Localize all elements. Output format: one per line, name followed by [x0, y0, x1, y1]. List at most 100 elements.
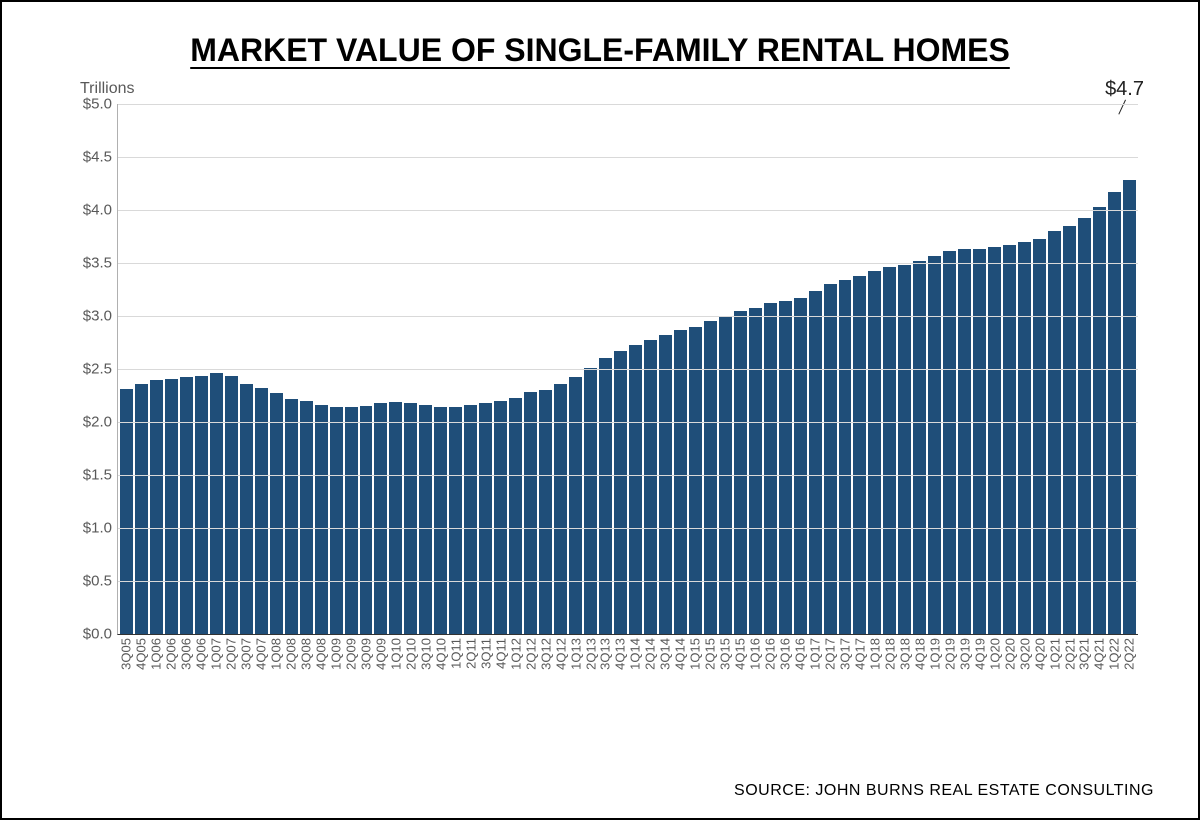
x-tick-label: 3Q19 — [958, 634, 971, 648]
x-tick-label: 1Q19 — [928, 634, 941, 648]
bar — [734, 311, 747, 634]
bar — [464, 405, 477, 634]
x-tick-label: 2Q21 — [1063, 634, 1076, 648]
x-tick-label: 2Q08 — [285, 634, 298, 648]
bar — [1078, 218, 1091, 634]
bar — [868, 271, 881, 634]
y-tick-label: $2.5 — [83, 361, 118, 378]
x-tick-label: 4Q10 — [434, 634, 447, 648]
bar — [404, 403, 417, 634]
x-tick-label: 3Q10 — [419, 634, 432, 648]
bar — [449, 407, 462, 634]
bar — [1108, 192, 1121, 634]
x-tick-label: 3Q15 — [719, 634, 732, 648]
bar — [883, 267, 896, 634]
gridline — [118, 369, 1138, 370]
gridline — [118, 157, 1138, 158]
x-tick-label: 4Q05 — [135, 634, 148, 648]
chart-frame: MARKET VALUE OF SINGLE-FAMILY RENTAL HOM… — [0, 0, 1200, 820]
chart-title: MARKET VALUE OF SINGLE-FAMILY RENTAL HOM… — [42, 32, 1158, 69]
x-tick-label: 2Q16 — [764, 634, 777, 648]
x-tick-label: 1Q12 — [509, 634, 522, 648]
bar — [360, 406, 373, 634]
bar — [569, 377, 582, 634]
x-tick-label: 4Q13 — [614, 634, 627, 648]
x-tick-label: 4Q09 — [374, 634, 387, 648]
x-tick-label: 2Q17 — [824, 634, 837, 648]
x-tick-label: 2Q12 — [524, 634, 537, 648]
x-tick-label: 2Q07 — [225, 634, 238, 648]
bar — [195, 376, 208, 634]
bar — [210, 373, 223, 634]
x-tick-label: 3Q05 — [120, 634, 133, 648]
y-tick-label: $3.0 — [83, 308, 118, 325]
x-tick-label: 1Q15 — [689, 634, 702, 648]
bar — [285, 399, 298, 634]
x-tick-label: 1Q10 — [389, 634, 402, 648]
bar — [973, 249, 986, 634]
bar — [509, 398, 522, 634]
x-tick-label: 1Q21 — [1048, 634, 1061, 648]
bar — [584, 368, 597, 634]
x-tick-label: 3Q09 — [360, 634, 373, 648]
x-tick-label: 2Q19 — [943, 634, 956, 648]
x-tick-label: 3Q20 — [1018, 634, 1031, 648]
x-tick-label: 4Q08 — [315, 634, 328, 648]
y-tick-label: $4.0 — [83, 202, 118, 219]
x-tick-label: 2Q06 — [165, 634, 178, 648]
y-tick-label: $1.0 — [83, 520, 118, 537]
bar — [389, 402, 402, 634]
bar — [494, 401, 507, 634]
bar — [374, 403, 387, 634]
x-tick-label: 4Q17 — [853, 634, 866, 648]
bar — [165, 379, 178, 634]
x-tick-label: 4Q20 — [1033, 634, 1046, 648]
x-tick-label: 2Q10 — [404, 634, 417, 648]
source-attribution: SOURCE: JOHN BURNS REAL ESTATE CONSULTIN… — [734, 782, 1154, 800]
x-tick-label: 2Q20 — [1003, 634, 1016, 648]
x-tick-label: 1Q07 — [210, 634, 223, 648]
bar — [689, 327, 702, 634]
bar — [255, 388, 268, 634]
gridline — [118, 263, 1138, 264]
x-tick-label: 3Q18 — [898, 634, 911, 648]
x-tick-label: 4Q16 — [794, 634, 807, 648]
bar — [1033, 239, 1046, 634]
x-tick-label: 1Q08 — [270, 634, 283, 648]
bar — [599, 358, 612, 634]
x-tick-label: 1Q09 — [330, 634, 343, 648]
x-tick-label: 3Q06 — [180, 634, 193, 648]
plot-area: 3Q054Q051Q062Q063Q064Q061Q072Q073Q074Q07… — [117, 104, 1138, 635]
bar — [330, 407, 343, 634]
bar — [988, 247, 1001, 634]
bar — [225, 376, 238, 634]
bar — [300, 401, 313, 634]
gridline — [118, 104, 1138, 105]
x-tick-label: 1Q18 — [868, 634, 881, 648]
y-tick-label: $4.5 — [83, 149, 118, 166]
gridline — [118, 316, 1138, 317]
bar — [479, 403, 492, 634]
bar — [749, 308, 762, 634]
bar — [943, 251, 956, 634]
bar — [794, 298, 807, 634]
bar — [898, 265, 911, 634]
bar — [1063, 226, 1076, 634]
bar — [524, 392, 537, 634]
bar — [928, 256, 941, 634]
x-tick-label: 1Q11 — [449, 634, 462, 648]
gridline — [118, 422, 1138, 423]
x-tick-label: 3Q12 — [539, 634, 552, 648]
bar — [270, 393, 283, 634]
y-tick-label: $0.0 — [83, 626, 118, 643]
bar — [958, 249, 971, 634]
bar — [345, 407, 358, 634]
bar — [644, 340, 657, 634]
value-callout: $4.7 — [1105, 78, 1144, 101]
bar — [434, 407, 447, 634]
x-tick-label: 2Q22 — [1123, 634, 1136, 648]
x-tick-label: 4Q11 — [494, 634, 507, 648]
bar — [764, 303, 777, 634]
x-tick-label: 2Q13 — [584, 634, 597, 648]
gridline — [118, 581, 1138, 582]
